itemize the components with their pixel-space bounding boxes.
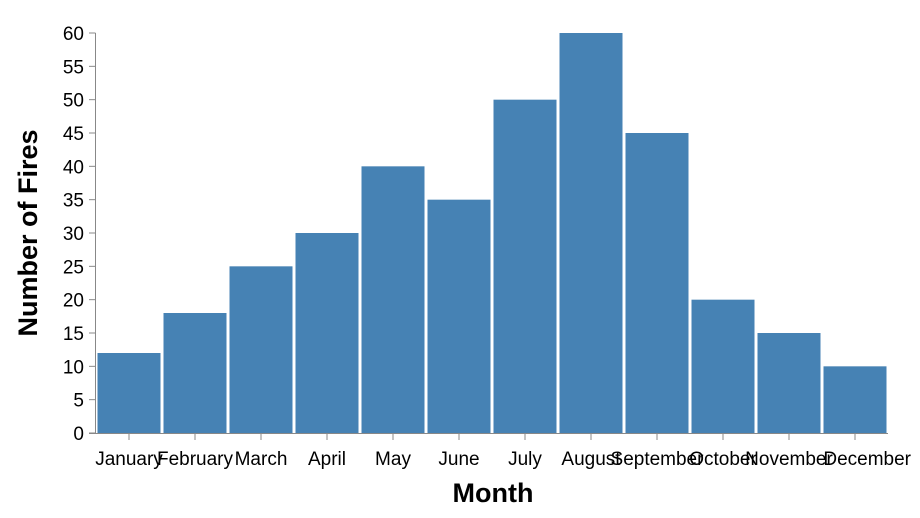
- x-tick-label-october: October: [689, 449, 757, 470]
- y-tick-label: 10: [63, 357, 84, 378]
- bars-group: [97, 33, 887, 434]
- x-tick-label-january: January: [95, 449, 163, 470]
- y-tick-label: 30: [63, 224, 84, 245]
- x-tick-label-march: March: [235, 449, 288, 470]
- y-tick-label: 5: [73, 391, 84, 412]
- bar-august: [559, 33, 623, 433]
- x-tick-label-december: December: [823, 449, 911, 470]
- y-tick-label: 25: [63, 257, 84, 278]
- x-tick-label-february: February: [157, 449, 234, 470]
- y-tick-label: 50: [63, 91, 84, 112]
- x-tick-label-august: August: [561, 449, 621, 470]
- x-tick-label-november: November: [745, 449, 833, 470]
- y-tick-label: 60: [63, 24, 84, 45]
- x-tick-label-april: April: [308, 449, 346, 470]
- y-tick-label: 45: [63, 124, 84, 145]
- y-tick-label: 35: [63, 191, 84, 212]
- bar-may: [361, 166, 425, 433]
- y-tick-label: 15: [63, 324, 84, 345]
- bar-december: [823, 366, 887, 433]
- bar-september: [625, 133, 689, 433]
- y-tick-label: 20: [63, 291, 84, 312]
- bar-july: [493, 99, 557, 434]
- x-axis-title: Month: [453, 478, 534, 508]
- y-axis: 0 5 10 15 20 25 30 35 40 45 50 55 60: [63, 24, 96, 445]
- bar-february: [163, 313, 227, 433]
- bar-october: [691, 299, 755, 433]
- bar-april: [295, 233, 359, 433]
- bar-march: [229, 266, 293, 433]
- y-tick-label: 0: [73, 424, 84, 445]
- y-axis-title: Number of Fires: [13, 129, 43, 336]
- y-tick-label: 40: [63, 157, 84, 178]
- bar-june: [427, 199, 491, 433]
- bar-january: [97, 353, 161, 433]
- x-tick-label-june: June: [438, 449, 479, 470]
- bar-november: [757, 333, 821, 433]
- x-tick-label-july: July: [508, 449, 542, 470]
- x-tick-label-may: May: [375, 449, 411, 470]
- y-tick-label: 55: [63, 57, 84, 78]
- x-tick-label-september: September: [611, 449, 705, 470]
